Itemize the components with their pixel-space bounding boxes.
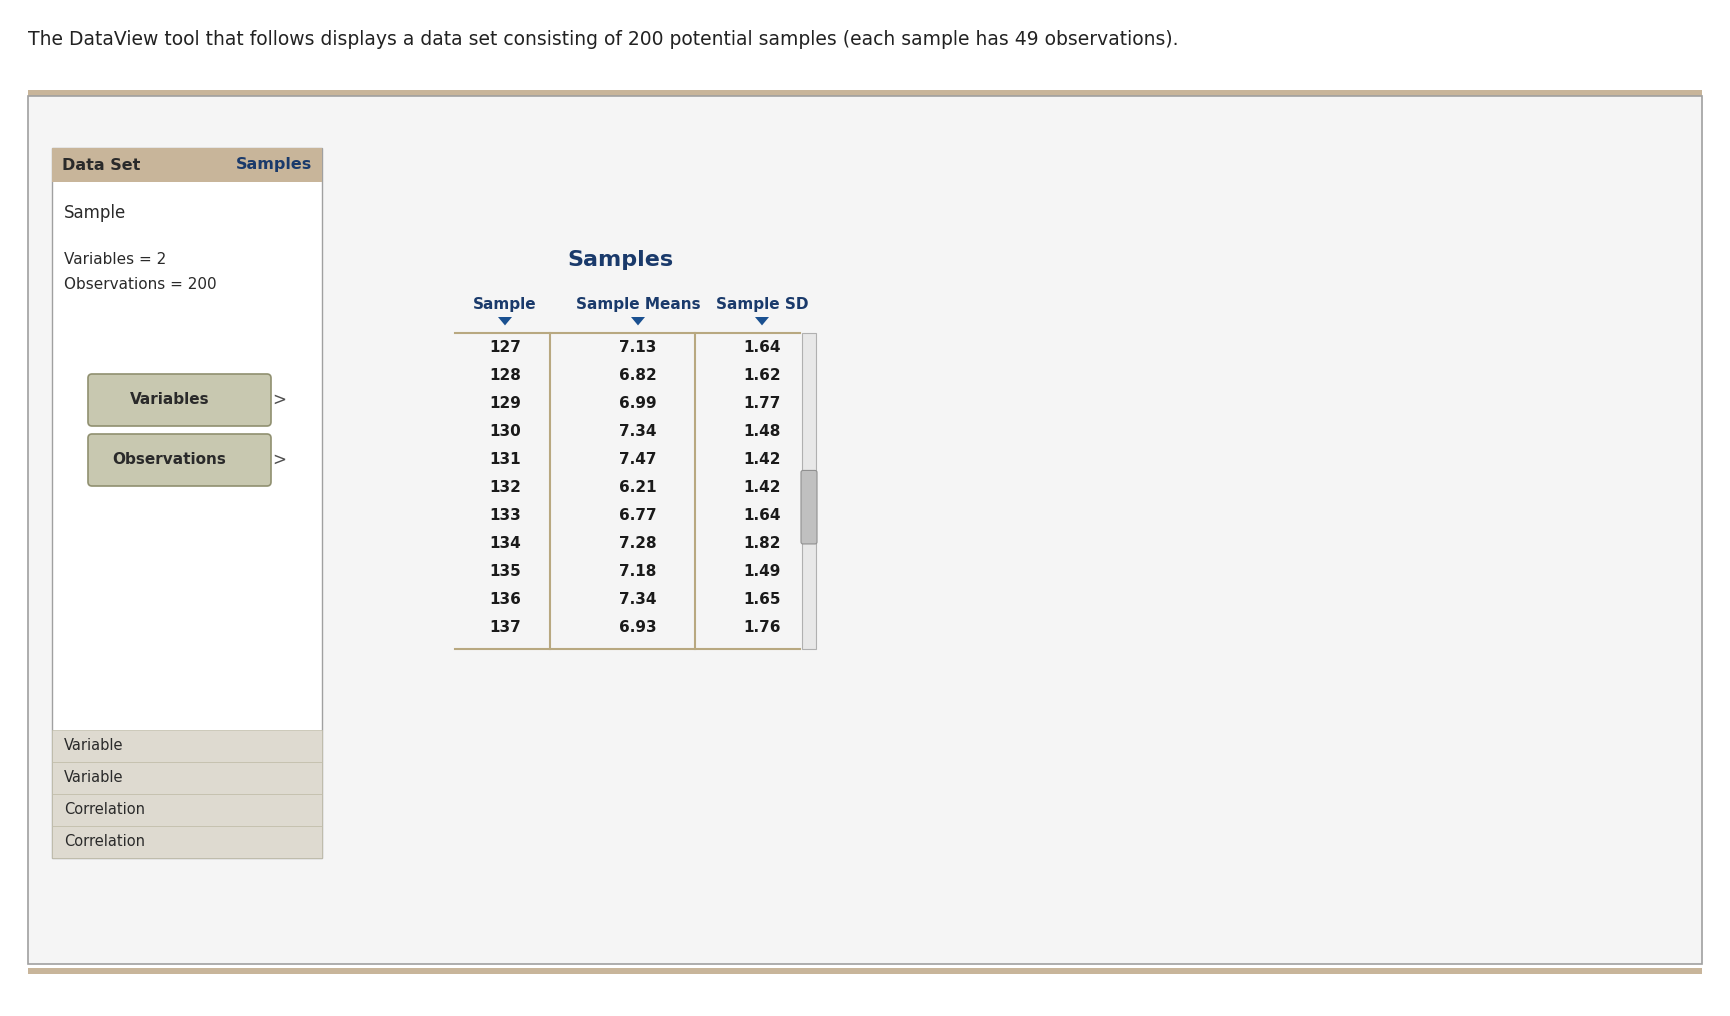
Text: 1.65: 1.65 <box>744 592 780 607</box>
Text: >: > <box>272 451 285 469</box>
Text: 6.82: 6.82 <box>619 368 657 383</box>
Text: 6.93: 6.93 <box>619 620 657 635</box>
Text: 136: 136 <box>490 592 521 607</box>
Text: Correlation: Correlation <box>64 834 145 849</box>
Text: 6.21: 6.21 <box>619 480 657 495</box>
Text: 1.64: 1.64 <box>744 508 780 523</box>
Text: Sample SD: Sample SD <box>716 297 808 312</box>
Text: 1.42: 1.42 <box>744 452 780 467</box>
Bar <box>52 793 322 826</box>
Text: Variable: Variable <box>64 739 123 754</box>
Text: Observations = 200: Observations = 200 <box>64 277 216 292</box>
Text: Samples: Samples <box>567 250 673 270</box>
Text: 7.47: 7.47 <box>619 452 657 467</box>
Text: Variables: Variables <box>130 392 209 407</box>
Text: 1.62: 1.62 <box>744 368 780 383</box>
Bar <box>28 90 1702 96</box>
FancyBboxPatch shape <box>88 434 272 486</box>
Text: 6.77: 6.77 <box>619 508 657 523</box>
Text: 1.82: 1.82 <box>744 535 780 551</box>
Polygon shape <box>754 317 770 325</box>
Bar <box>28 96 1702 964</box>
FancyBboxPatch shape <box>801 470 817 544</box>
Text: 1.42: 1.42 <box>744 480 780 495</box>
Bar <box>52 762 322 793</box>
Text: The DataView tool that follows displays a data set consisting of 200 potential s: The DataView tool that follows displays … <box>28 30 1178 49</box>
Text: 133: 133 <box>490 508 521 523</box>
Text: Sample: Sample <box>64 204 126 223</box>
Text: 1.49: 1.49 <box>744 564 780 579</box>
Bar <box>28 968 1702 974</box>
Text: 6.99: 6.99 <box>619 396 657 410</box>
Text: 7.18: 7.18 <box>619 564 657 579</box>
Text: 7.34: 7.34 <box>619 424 657 439</box>
Text: Variables = 2: Variables = 2 <box>64 252 166 267</box>
Text: 7.34: 7.34 <box>619 592 657 607</box>
Text: 130: 130 <box>490 424 521 439</box>
Text: 137: 137 <box>490 620 521 635</box>
Text: 134: 134 <box>490 535 521 551</box>
Text: 7.28: 7.28 <box>619 535 657 551</box>
Text: 129: 129 <box>490 396 521 410</box>
Text: 135: 135 <box>490 564 521 579</box>
Text: 1.64: 1.64 <box>744 340 780 355</box>
Text: 131: 131 <box>490 452 521 467</box>
Text: Variable: Variable <box>64 770 123 785</box>
Bar <box>52 826 322 858</box>
Bar <box>52 148 322 858</box>
Text: 7.13: 7.13 <box>619 340 657 355</box>
Polygon shape <box>498 317 512 325</box>
Text: Sample: Sample <box>474 297 536 312</box>
Text: 1.77: 1.77 <box>744 396 780 410</box>
Text: Samples: Samples <box>235 157 311 173</box>
Text: Observations: Observations <box>112 452 227 467</box>
Text: 127: 127 <box>490 340 521 355</box>
Text: 1.76: 1.76 <box>744 620 780 635</box>
Text: Correlation: Correlation <box>64 803 145 818</box>
Bar <box>52 148 322 182</box>
Polygon shape <box>631 317 645 325</box>
Text: 128: 128 <box>490 368 521 383</box>
Text: 132: 132 <box>490 480 521 495</box>
Bar <box>803 333 817 649</box>
Text: >: > <box>272 391 285 409</box>
Text: Sample Means: Sample Means <box>576 297 701 312</box>
FancyBboxPatch shape <box>88 374 272 426</box>
Bar <box>52 731 322 762</box>
Text: 1.48: 1.48 <box>744 424 780 439</box>
Text: Data Set: Data Set <box>62 157 140 173</box>
